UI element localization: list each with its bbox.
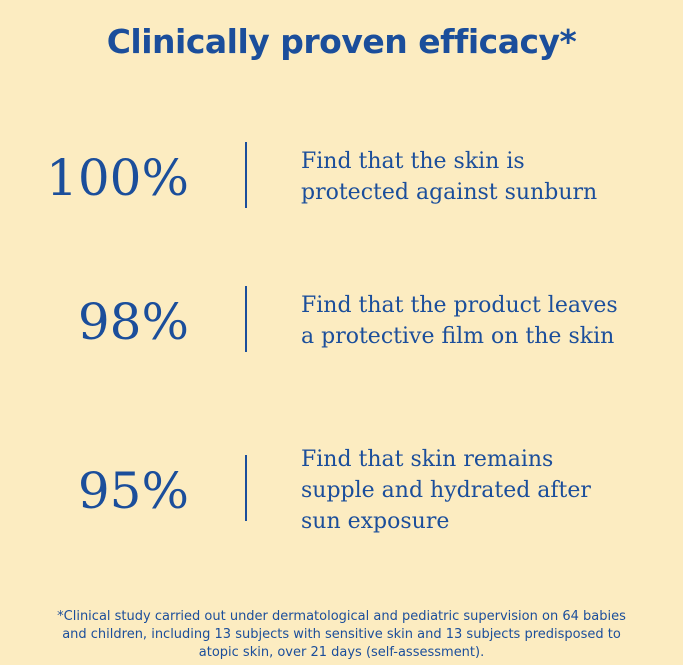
title: Clinically proven efficacy*	[106, 22, 577, 61]
description-line: sun exposure	[301, 508, 450, 534]
footnote-line: *Clinical study carried out under dermat…	[57, 609, 626, 624]
divider	[245, 455, 247, 521]
stat-value: 95%	[77, 462, 189, 520]
footnote-line: atopic skin, over 21 days (self-assessme…	[198, 645, 485, 660]
description-line: Find that the product leaves	[301, 293, 618, 318]
description-line: protected against sunburn	[301, 180, 598, 205]
stat-value: 100%	[46, 149, 189, 207]
stat-description: Find that the skin is protected against s…	[301, 146, 597, 208]
divider	[245, 142, 247, 208]
footnote-line: and children, including 13 subjects with…	[62, 627, 621, 642]
footnote: *Clinical study carried out under dermat…	[0, 608, 683, 662]
description-line: supple and hydrated after	[301, 477, 591, 503]
description-line: Find that the skin is	[301, 149, 525, 174]
description-line: a protective film on the skin	[301, 324, 615, 349]
stat-value: 98%	[77, 293, 189, 351]
stat-description: Find that the product leaves a protective…	[301, 290, 618, 352]
stat-description: Find that skin remains supple and hydrate…	[301, 444, 591, 537]
divider	[245, 286, 247, 352]
description-line: Find that skin remains	[301, 446, 554, 472]
